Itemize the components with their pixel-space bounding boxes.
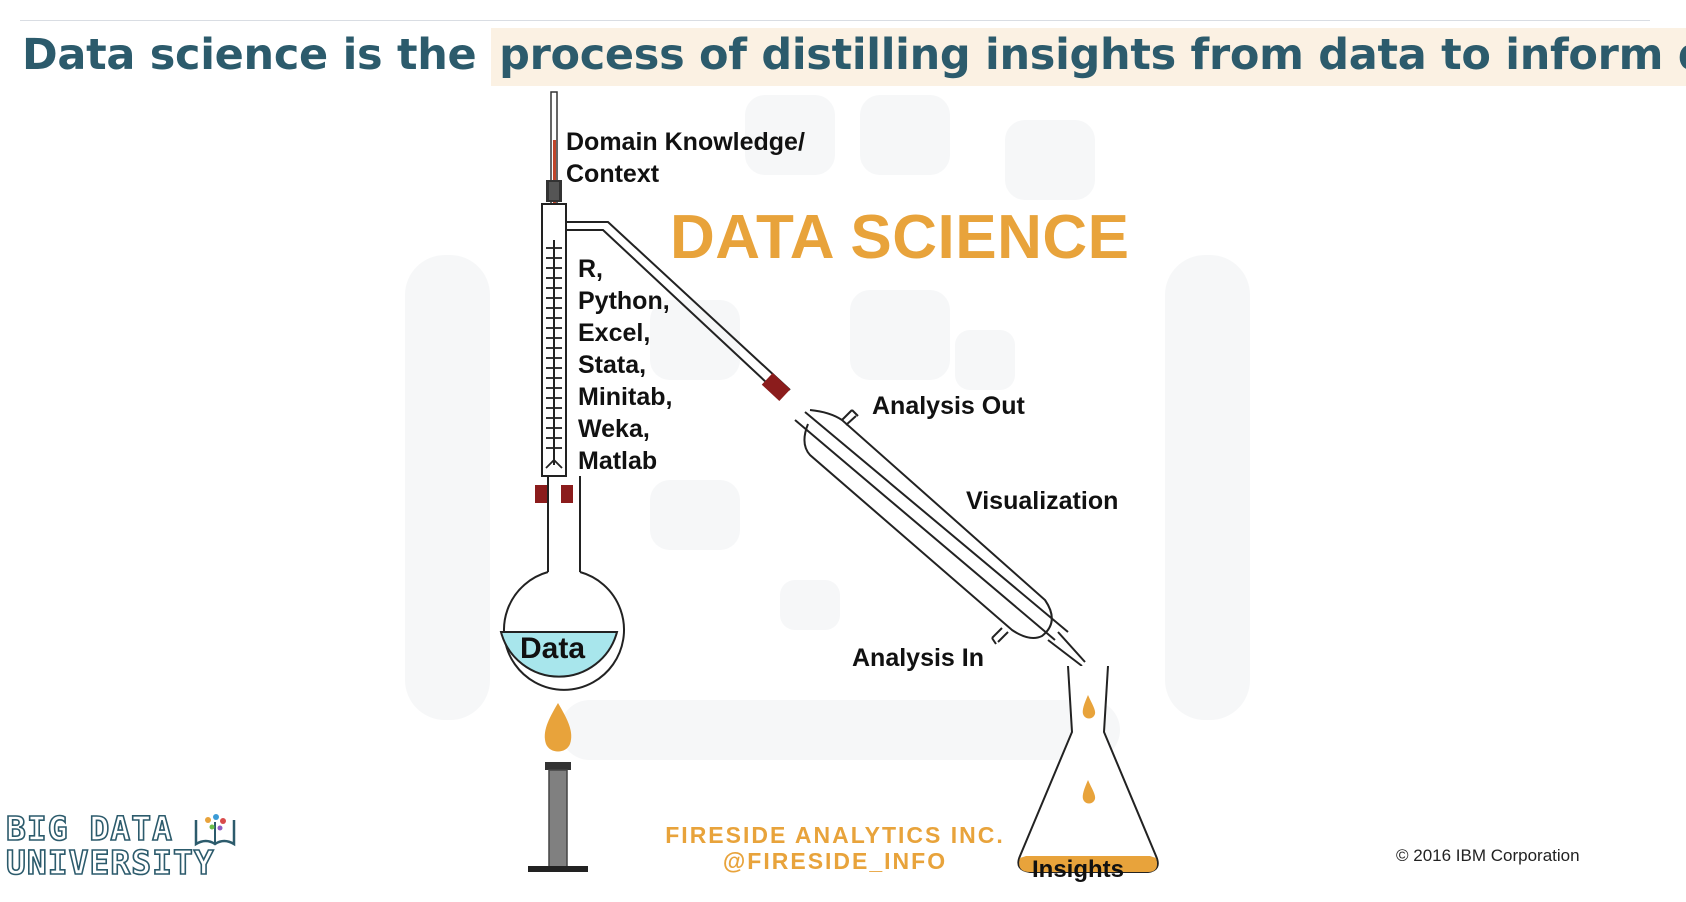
big-data-university-logo: BIG DATA UNIVERSITY [5, 809, 215, 882]
tool-item: Minitab, [578, 383, 673, 411]
label-analysis-out: Analysis Out [872, 392, 1025, 420]
page-title: Data science is the process of distillin… [22, 28, 1686, 86]
label-domain-knowledge: Domain Knowledge/ Context [566, 128, 805, 188]
thermometer [546, 91, 562, 219]
data-liquid [499, 631, 619, 678]
condenser-stopper [761, 372, 791, 402]
tool-item: Excel, [578, 319, 651, 347]
drop-icon [1082, 780, 1096, 804]
erlenmeyer-flask [1017, 665, 1159, 873]
diagram-title: DATA SCIENCE [670, 203, 1130, 272]
column-bottom-mark [545, 458, 563, 469]
label-data: Data [520, 632, 586, 665]
column-ticks [545, 247, 563, 469]
label-analysis-in: Analysis In [852, 644, 984, 672]
tool-item: Python, [578, 287, 670, 315]
burner [528, 703, 588, 872]
top-divider [20, 20, 1650, 21]
tool-item: Weka, [578, 415, 650, 443]
copyright: © 2016 IBM Corporation [1396, 846, 1580, 865]
insights-liquid [1019, 856, 1157, 872]
background-watermark [405, 95, 1250, 760]
tools-list: R, Python, Excel, Stata, Minitab, Weka, … [578, 253, 672, 477]
tool-item: R, [578, 255, 603, 283]
tool-item: Matlab [578, 447, 658, 475]
boiling-flask [499, 476, 625, 691]
book-logo-icon [194, 814, 236, 847]
label-visualization: Visualization [966, 487, 1119, 515]
drop-icon [1082, 695, 1096, 719]
condenser [566, 221, 1086, 667]
flame-icon [544, 703, 572, 752]
distillation-column [541, 203, 567, 477]
fireside-credit: FIRESIDE ANALYTICS INC. @FIRESIDE_INFO [665, 822, 1005, 874]
title-highlight: process of distilling insights from data… [491, 28, 1686, 86]
tool-item: Stata, [578, 351, 647, 379]
label-insights: Insights [1032, 856, 1125, 883]
title-part-1: Data science is the [22, 30, 492, 80]
